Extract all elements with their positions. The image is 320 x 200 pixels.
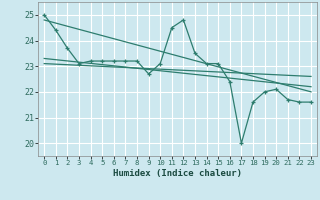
X-axis label: Humidex (Indice chaleur): Humidex (Indice chaleur) (113, 169, 242, 178)
